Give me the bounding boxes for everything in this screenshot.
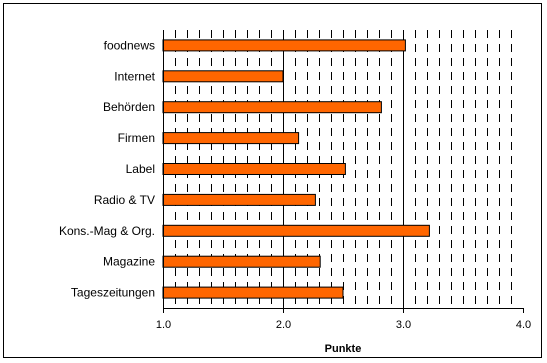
category-label-3: Firmen [118,131,155,145]
x-tick-label-2: 3.0 [396,319,411,331]
bar-4 [163,164,345,175]
bar-2 [163,102,381,113]
category-label-2: Behörden [103,100,155,114]
category-label-6: Kons.-Mag & Org. [59,224,155,238]
category-labels: foodnews Internet Behörden Firmen Label Radio… [59,38,156,299]
bar-3 [163,133,299,144]
bar-6 [163,225,429,236]
category-label-8: Tageszeitungen [71,286,155,300]
x-axis-title: Punkte [325,343,362,355]
bars [163,40,429,298]
category-label-4: Label [126,162,155,176]
bar-0 [163,40,405,51]
category-label-7: Magazine [103,255,155,269]
bar-5 [163,194,315,205]
category-label-0: foodnews [104,38,155,52]
x-tick-label-0: 1.0 [156,319,171,331]
bar-7 [163,256,320,267]
bar-8 [163,287,343,298]
x-tick-label-1: 2.0 [276,319,291,331]
category-label-1: Internet [114,69,155,83]
bar-1 [163,71,283,82]
x-tick-label-3: 4.0 [516,319,531,331]
category-label-5: Radio & TV [94,193,155,207]
